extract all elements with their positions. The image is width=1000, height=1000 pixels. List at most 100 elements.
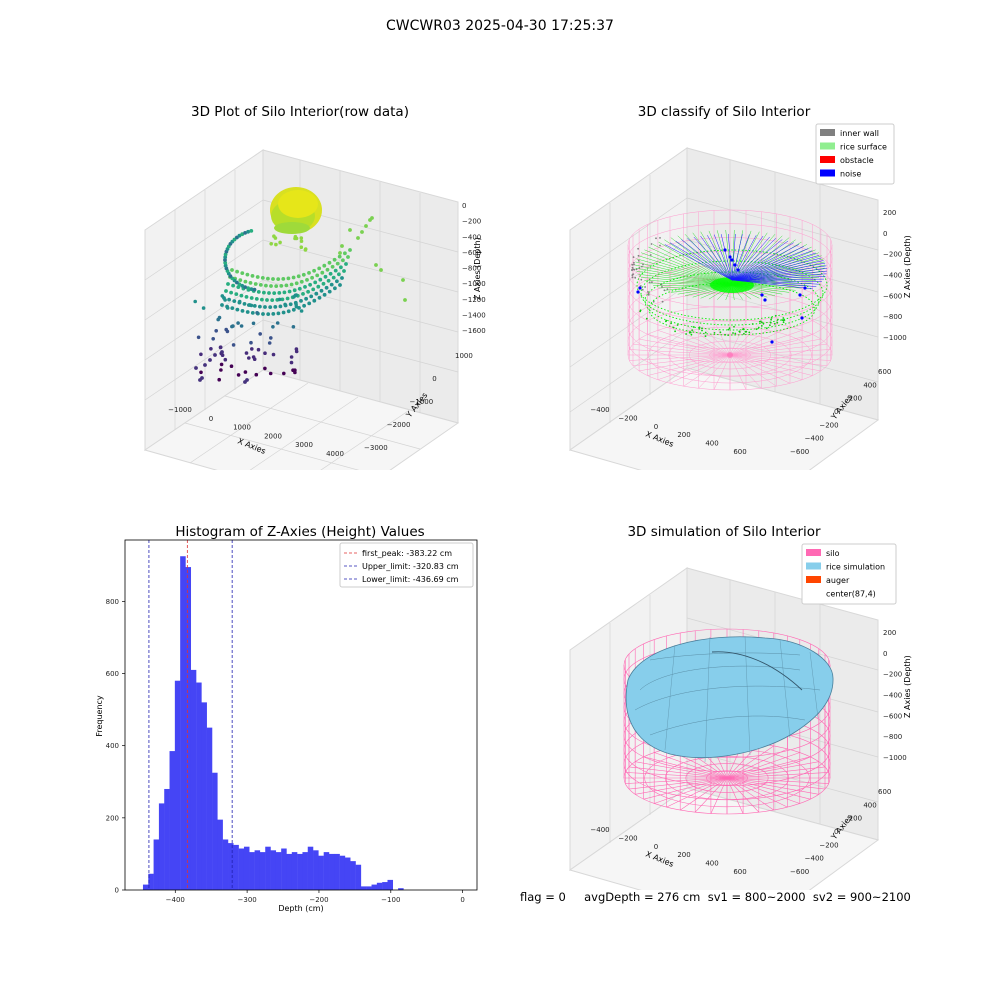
data-point [268, 305, 273, 309]
data-point [327, 260, 332, 265]
data-point [196, 335, 201, 340]
data-point [289, 282, 294, 287]
noise-ray [731, 279, 820, 285]
inner-wall-point [631, 266, 634, 269]
data-point [348, 248, 352, 252]
data-point [249, 303, 254, 308]
data-point [285, 296, 290, 301]
x-tick-label: −1000 [168, 406, 192, 414]
panel3-title: Histogram of Z-Axies (Height) Values [175, 524, 425, 540]
noise-ray [731, 239, 783, 281]
noise-ray [707, 235, 733, 281]
data-point [231, 343, 236, 347]
rice-surface-point [765, 327, 768, 330]
histogram-bar [212, 772, 218, 890]
rice-surface-ray [648, 246, 733, 286]
x-tick-label: −100 [381, 896, 400, 904]
panel3-bars [142, 556, 404, 890]
inner-wall-point [650, 243, 653, 245]
data-point [283, 302, 287, 307]
rice-surface-point [674, 330, 676, 333]
noise-ray [731, 255, 819, 281]
wire-spoke [657, 354, 731, 380]
y-tick-label: 200 [849, 395, 862, 403]
data-point [333, 286, 337, 291]
data-point [223, 357, 228, 362]
wire-spoke [726, 777, 819, 795]
data-point [275, 321, 280, 325]
y-tick-label: −400 [805, 855, 824, 863]
wire-spoke [625, 772, 728, 779]
legend-label: rice simulation [826, 563, 885, 572]
data-point [219, 368, 223, 372]
rice-surface-point [770, 318, 772, 321]
data-point [236, 321, 240, 325]
histogram-bar [190, 669, 197, 890]
noise-point [736, 268, 740, 272]
data-point [214, 329, 218, 333]
data-point [269, 336, 273, 340]
data-point [340, 276, 344, 280]
data-point [239, 293, 244, 298]
y-tick-label: 200 [849, 815, 862, 823]
x-tick-label: 0 [654, 843, 658, 851]
x-tick-label: 2000 [264, 432, 282, 440]
wire-spoke [694, 777, 728, 813]
data-point [291, 307, 296, 312]
inner-wall-point [648, 281, 651, 284]
wire-spoke [710, 777, 728, 814]
legend-label: inner wall [840, 129, 879, 138]
rice-surface-point [676, 324, 679, 326]
data-point [193, 299, 197, 304]
data-point [271, 277, 275, 281]
rice-surface-point [690, 333, 693, 336]
noise-ray [731, 278, 824, 281]
wire-spoke [629, 349, 731, 356]
z-tick-label: −200 [462, 218, 481, 226]
panel1-zlabel: Z Axies (Depth) [473, 237, 482, 300]
data-point [268, 371, 273, 376]
x-tick-label: 200 [677, 431, 690, 439]
inner-wall-point [639, 285, 642, 287]
noise-point [723, 248, 727, 252]
histogram-bar [291, 852, 298, 890]
data-point [220, 294, 225, 298]
inner-wall-point [641, 288, 644, 291]
histogram-bar [233, 844, 239, 890]
noise-point [800, 316, 804, 320]
inner-wall-point [661, 300, 664, 303]
wire-ring [668, 333, 792, 377]
data-point [343, 251, 347, 256]
rice-surface-point [773, 322, 776, 325]
data-point [325, 267, 330, 272]
inner-wall-point [659, 244, 661, 247]
wire-spoke [632, 343, 731, 356]
x-tick-label: 1000 [233, 424, 251, 432]
inner-wall-point [641, 265, 643, 268]
noise-ray [731, 248, 809, 281]
noise-ray [700, 235, 733, 281]
rice-surface-point [688, 331, 691, 334]
data-point [278, 304, 283, 309]
rice-surface-point [755, 328, 758, 331]
data-point [303, 248, 308, 252]
data-point [225, 306, 230, 310]
panel1-title: 3D Plot of Silo Interior(row data) [191, 104, 409, 120]
wire-spoke [729, 349, 831, 356]
data-point [277, 291, 282, 295]
histogram-bar [222, 839, 229, 890]
data-point [240, 232, 245, 237]
panel4-zlabel: Z Axies (Depth) [903, 655, 912, 718]
legend-swatch [820, 142, 835, 150]
wire-spoke [683, 354, 731, 387]
wire-spoke [647, 334, 731, 356]
inner-wall-point [631, 263, 634, 266]
data-point [339, 265, 343, 270]
panel2-title: 3D classify of Silo Interior [637, 104, 811, 120]
data-point [247, 356, 251, 360]
data-point [322, 263, 327, 268]
histogram-bar [174, 680, 181, 890]
rice-surface-point [738, 331, 741, 333]
data-point [266, 276, 270, 281]
rice-surface-point [692, 326, 695, 328]
